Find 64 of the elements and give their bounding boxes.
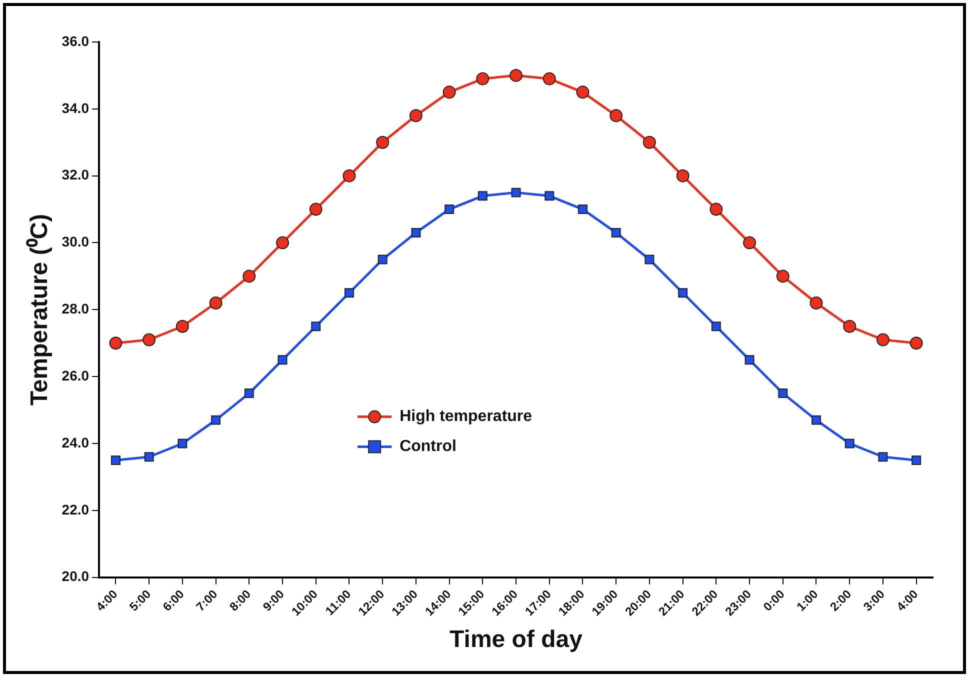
- point: [843, 320, 856, 333]
- point: [644, 254, 654, 264]
- point: [144, 452, 154, 462]
- point: [810, 296, 823, 310]
- point: [576, 86, 590, 99]
- y-tick-label: 36.0: [62, 32, 90, 49]
- y-tick-label: 28.0: [62, 300, 90, 317]
- point: [478, 191, 488, 201]
- point: [578, 204, 588, 214]
- point: [342, 169, 356, 182]
- y-tick-label: 24.0: [62, 434, 90, 450]
- point: [778, 388, 788, 398]
- point: [910, 336, 923, 350]
- point: [444, 204, 454, 214]
- x-axis-title: Time of day: [450, 626, 584, 654]
- point: [776, 270, 790, 283]
- point: [176, 320, 189, 333]
- point: [409, 109, 422, 122]
- point: [542, 72, 556, 86]
- point: [109, 336, 122, 350]
- point: [611, 228, 621, 238]
- point: [876, 333, 890, 346]
- point: [710, 202, 723, 216]
- y-tick-label: 30.0: [62, 234, 90, 250]
- y-tick-label: 22.0: [62, 501, 90, 518]
- point: [610, 109, 623, 122]
- point: [344, 288, 354, 298]
- point: [678, 288, 688, 298]
- point: [309, 202, 322, 216]
- point: [211, 415, 221, 425]
- point: [744, 355, 754, 365]
- point: [476, 72, 490, 86]
- y-tick-label: 34.0: [62, 100, 90, 116]
- point: [376, 136, 390, 149]
- point: [411, 228, 421, 238]
- y-tick-label: 32.0: [62, 166, 90, 183]
- point: [711, 322, 721, 332]
- y-axis-title: Temperature (⁰C): [26, 214, 54, 406]
- legend-label: Control: [400, 438, 456, 456]
- point: [209, 296, 222, 310]
- point: [378, 254, 388, 264]
- point: [142, 333, 156, 346]
- point: [511, 188, 521, 198]
- point: [178, 438, 188, 448]
- point: [311, 322, 321, 332]
- legend-label: High temperature: [400, 408, 532, 426]
- point: [442, 86, 456, 99]
- point: [510, 68, 523, 82]
- x-tick-label: 5:00: [126, 586, 154, 614]
- point: [912, 455, 922, 465]
- point: [276, 236, 290, 250]
- point: [642, 136, 656, 149]
- point: [110, 455, 120, 465]
- point: [812, 415, 821, 425]
- point: [844, 438, 854, 448]
- point: [676, 169, 690, 182]
- point: [242, 270, 256, 283]
- point: [878, 452, 888, 462]
- point: [278, 355, 288, 365]
- point: [244, 388, 254, 398]
- point: [544, 191, 554, 201]
- y-tick-label: 20.0: [62, 568, 90, 584]
- y-tick-label: 26.0: [62, 367, 90, 384]
- point: [743, 236, 756, 250]
